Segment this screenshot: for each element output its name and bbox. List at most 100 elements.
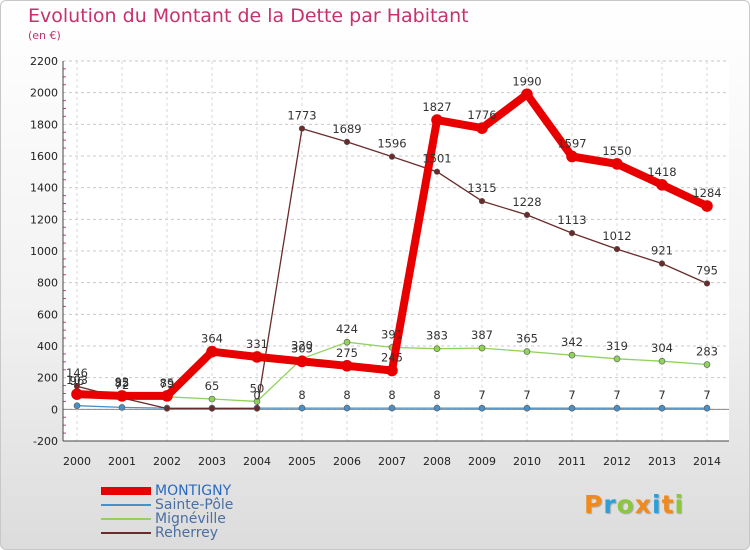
legend-swatch	[101, 532, 151, 534]
data-point	[613, 246, 621, 253]
y-tick-label: 400	[37, 340, 58, 353]
data-label: 795	[696, 263, 718, 277]
chart-title: Evolution du Montant de la Dette par Hab…	[28, 5, 469, 27]
data-label: 1228	[512, 195, 541, 209]
data-label: 1990	[512, 74, 541, 88]
data-point	[523, 348, 531, 355]
data-point	[116, 390, 128, 402]
data-point	[703, 404, 711, 412]
data-point	[613, 404, 621, 412]
data-point	[568, 404, 576, 412]
data-label: 1501	[422, 152, 451, 166]
data-point	[613, 355, 621, 363]
y-tick-label: -200	[33, 435, 58, 448]
data-point	[341, 359, 353, 372]
data-point	[343, 138, 351, 146]
y-tick-label: 1200	[30, 213, 58, 226]
data-label: 96	[70, 374, 85, 388]
legend-swatch	[101, 504, 151, 506]
data-label: 1596	[377, 137, 406, 151]
data-label: 304	[651, 341, 673, 355]
data-label: 7	[613, 388, 620, 402]
data-label: 7	[703, 388, 710, 402]
y-tick-label: 1400	[30, 182, 58, 195]
data-label: 365	[516, 332, 538, 346]
y-tick-label: 2200	[30, 55, 58, 68]
data-point	[163, 405, 171, 412]
data-label: 7	[568, 388, 575, 402]
y-tick-label: 200	[37, 372, 58, 385]
x-tick-label: 2011	[558, 455, 586, 468]
data-label: 103	[66, 373, 88, 387]
x-tick-label: 2006	[333, 455, 361, 468]
data-point	[658, 404, 666, 412]
x-tick-label: 2013	[648, 455, 676, 468]
data-point	[118, 404, 126, 411]
data-label: 331	[246, 337, 268, 351]
proxiti-logo: Proxiti	[584, 490, 684, 519]
data-label: 1550	[602, 144, 631, 158]
data-point	[206, 345, 218, 358]
data-label: 65	[205, 379, 220, 393]
data-label: 245	[381, 351, 403, 365]
data-point	[521, 88, 533, 101]
data-point	[296, 355, 308, 368]
data-point	[388, 404, 396, 412]
logo-letter: i	[674, 490, 685, 519]
data-point	[71, 388, 83, 400]
data-point	[523, 404, 531, 412]
legend-label: Mignéville	[155, 511, 226, 527]
data-label: 364	[201, 332, 223, 346]
data-label: 320	[291, 339, 313, 353]
data-label: 342	[561, 335, 583, 349]
data-label: 72	[115, 378, 130, 392]
legend-swatch	[101, 518, 151, 520]
data-point	[568, 230, 576, 237]
data-point	[298, 404, 306, 412]
data-point	[298, 125, 306, 132]
data-point	[253, 405, 261, 412]
x-tick-label: 2002	[153, 455, 181, 468]
data-point	[703, 361, 711, 368]
data-point	[658, 357, 666, 365]
data-point	[433, 168, 441, 175]
data-label: 283	[696, 345, 718, 359]
data-label: 50	[250, 381, 265, 395]
data-label: 8	[343, 388, 350, 402]
data-point	[476, 122, 488, 134]
logo-letter: i	[652, 490, 662, 519]
data-label: 391	[381, 327, 403, 341]
data-point	[431, 114, 443, 126]
logo-letter: r	[603, 490, 617, 519]
x-tick-label: 2001	[108, 455, 136, 468]
data-label: 8	[388, 388, 395, 402]
data-point	[208, 395, 216, 403]
data-label: 92	[115, 375, 130, 389]
legend-swatch	[101, 487, 151, 495]
legend-label: Sainte-Pôle	[155, 497, 234, 513]
data-label: 8	[298, 388, 305, 402]
data-point	[611, 158, 623, 170]
data-label: 921	[651, 244, 673, 258]
x-tick-label: 2009	[468, 455, 496, 468]
data-point	[251, 351, 263, 363]
x-tick-label: 2008	[423, 455, 451, 468]
data-label: 1689	[332, 122, 361, 136]
y-tick-label: 1800	[30, 118, 58, 131]
data-point	[388, 153, 396, 160]
data-label: 1418	[647, 165, 676, 179]
data-point	[656, 179, 668, 191]
data-label: 383	[426, 329, 448, 343]
x-tick-label: 2004	[243, 455, 271, 468]
data-point	[253, 398, 261, 405]
data-point	[343, 338, 351, 346]
legend-label: MONTIGNY	[155, 483, 232, 499]
data-label: 146	[66, 366, 88, 380]
data-label: 79	[160, 377, 175, 391]
data-point	[433, 345, 441, 352]
data-label: 1012	[602, 229, 631, 243]
chart-subtitle: (en €)	[28, 29, 61, 42]
data-point	[208, 405, 216, 412]
